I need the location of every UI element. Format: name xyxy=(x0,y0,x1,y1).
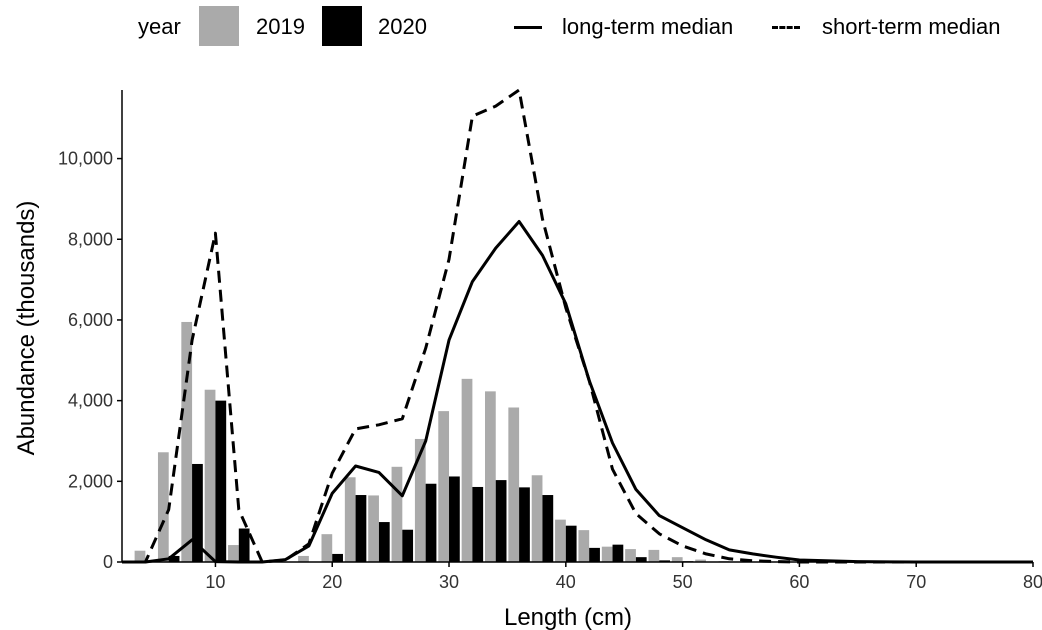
bar-2020-12 xyxy=(238,528,250,562)
bar-2020-48 xyxy=(659,560,671,562)
bar-2020-44 xyxy=(612,544,624,562)
bar-2020-10 xyxy=(215,400,227,562)
y-tick-label-0: 0 xyxy=(103,552,113,572)
legend-key-short-term xyxy=(772,26,800,29)
y-axis-label: Abundance (thousands) xyxy=(13,201,40,456)
legend-swatch-2019 xyxy=(199,6,239,46)
bar-2020-26 xyxy=(402,529,414,562)
bar-2019-38 xyxy=(531,475,543,562)
legend-label-short-term: short-term median xyxy=(822,14,1001,39)
bar-2019-4 xyxy=(134,550,146,562)
line-short-term-median xyxy=(122,88,1033,564)
bar-2019-50 xyxy=(671,557,683,562)
y-tick-label-4000: 4,000 xyxy=(68,391,113,411)
line-long-term-median xyxy=(122,220,1033,564)
bar-2020-24 xyxy=(378,522,390,562)
bar-2020-8 xyxy=(192,463,203,562)
x-tick-label-50: 50 xyxy=(673,572,693,592)
bar-2019-32 xyxy=(461,378,473,562)
bar-2019-30 xyxy=(438,411,450,562)
bar-2019-34 xyxy=(484,391,496,562)
bar-2020-36 xyxy=(519,487,530,562)
x-axis-label: Length (cm) xyxy=(504,604,632,630)
legend-key-long-term xyxy=(514,26,542,29)
bar-2019-6 xyxy=(157,452,169,562)
legend-label-2020: 2020 xyxy=(378,14,427,39)
bar-2019-26 xyxy=(391,466,403,562)
bar-2019-22 xyxy=(344,477,356,562)
x-tick-label-10: 10 xyxy=(205,572,225,592)
x-tick-label-40: 40 xyxy=(556,572,576,592)
bar-2020-46 xyxy=(635,557,647,562)
bar-2020-32 xyxy=(472,486,484,562)
x-tick-label-60: 60 xyxy=(789,572,809,592)
legend-label-long-term: long-term median xyxy=(562,14,734,39)
bar-2020-34 xyxy=(495,480,507,562)
bar-2020-40 xyxy=(565,525,577,562)
x-tick-label-70: 70 xyxy=(906,572,926,592)
bar-2019-10 xyxy=(204,389,216,562)
bar-2020-20 xyxy=(332,553,343,562)
bar-2019-12 xyxy=(228,545,239,562)
bar-2019-46 xyxy=(625,549,636,562)
bar-2020-38 xyxy=(542,495,554,562)
axes-layer: 10 20 30 40 50 60 70 80 0 2,000 4,000 6,000 8,000 10,… xyxy=(58,90,1042,592)
bar-2020-42 xyxy=(589,547,600,562)
bar-2019-36 xyxy=(508,407,520,562)
legend-swatch-2020 xyxy=(322,6,362,46)
y-tick-label-10000: 10,000 xyxy=(58,149,113,169)
y-tick-label-6000: 6,000 xyxy=(68,310,113,330)
bar-2019-44 xyxy=(601,546,613,562)
y-tick-label-8000: 8,000 xyxy=(68,229,113,249)
x-tick-label-30: 30 xyxy=(439,572,459,592)
x-tick-label-80: 80 xyxy=(1023,572,1042,592)
legend-title: year xyxy=(138,14,181,39)
bar-2019-28 xyxy=(414,438,426,562)
bar-2019-20 xyxy=(321,534,333,562)
bar-layer xyxy=(134,321,730,562)
bar-2019-40 xyxy=(555,519,566,562)
bar-2019-48 xyxy=(648,549,660,562)
bar-2019-52 xyxy=(695,559,706,562)
legend-label-2019: 2019 xyxy=(256,14,305,39)
bar-2020-22 xyxy=(355,495,367,562)
bar-2020-28 xyxy=(425,483,437,562)
bar-2019-8 xyxy=(181,321,193,562)
bar-2019-42 xyxy=(578,530,590,562)
line-layer xyxy=(122,88,1033,564)
x-tick-label-20: 20 xyxy=(322,572,342,592)
bar-2020-30 xyxy=(449,476,460,562)
legend: year 2019 2020 long-term median short-te… xyxy=(0,0,1042,60)
bar-2020-6 xyxy=(168,555,180,562)
y-tick-label-2000: 2,000 xyxy=(68,471,113,491)
bar-2019-24 xyxy=(368,495,379,562)
bar-2019-18 xyxy=(298,555,309,562)
